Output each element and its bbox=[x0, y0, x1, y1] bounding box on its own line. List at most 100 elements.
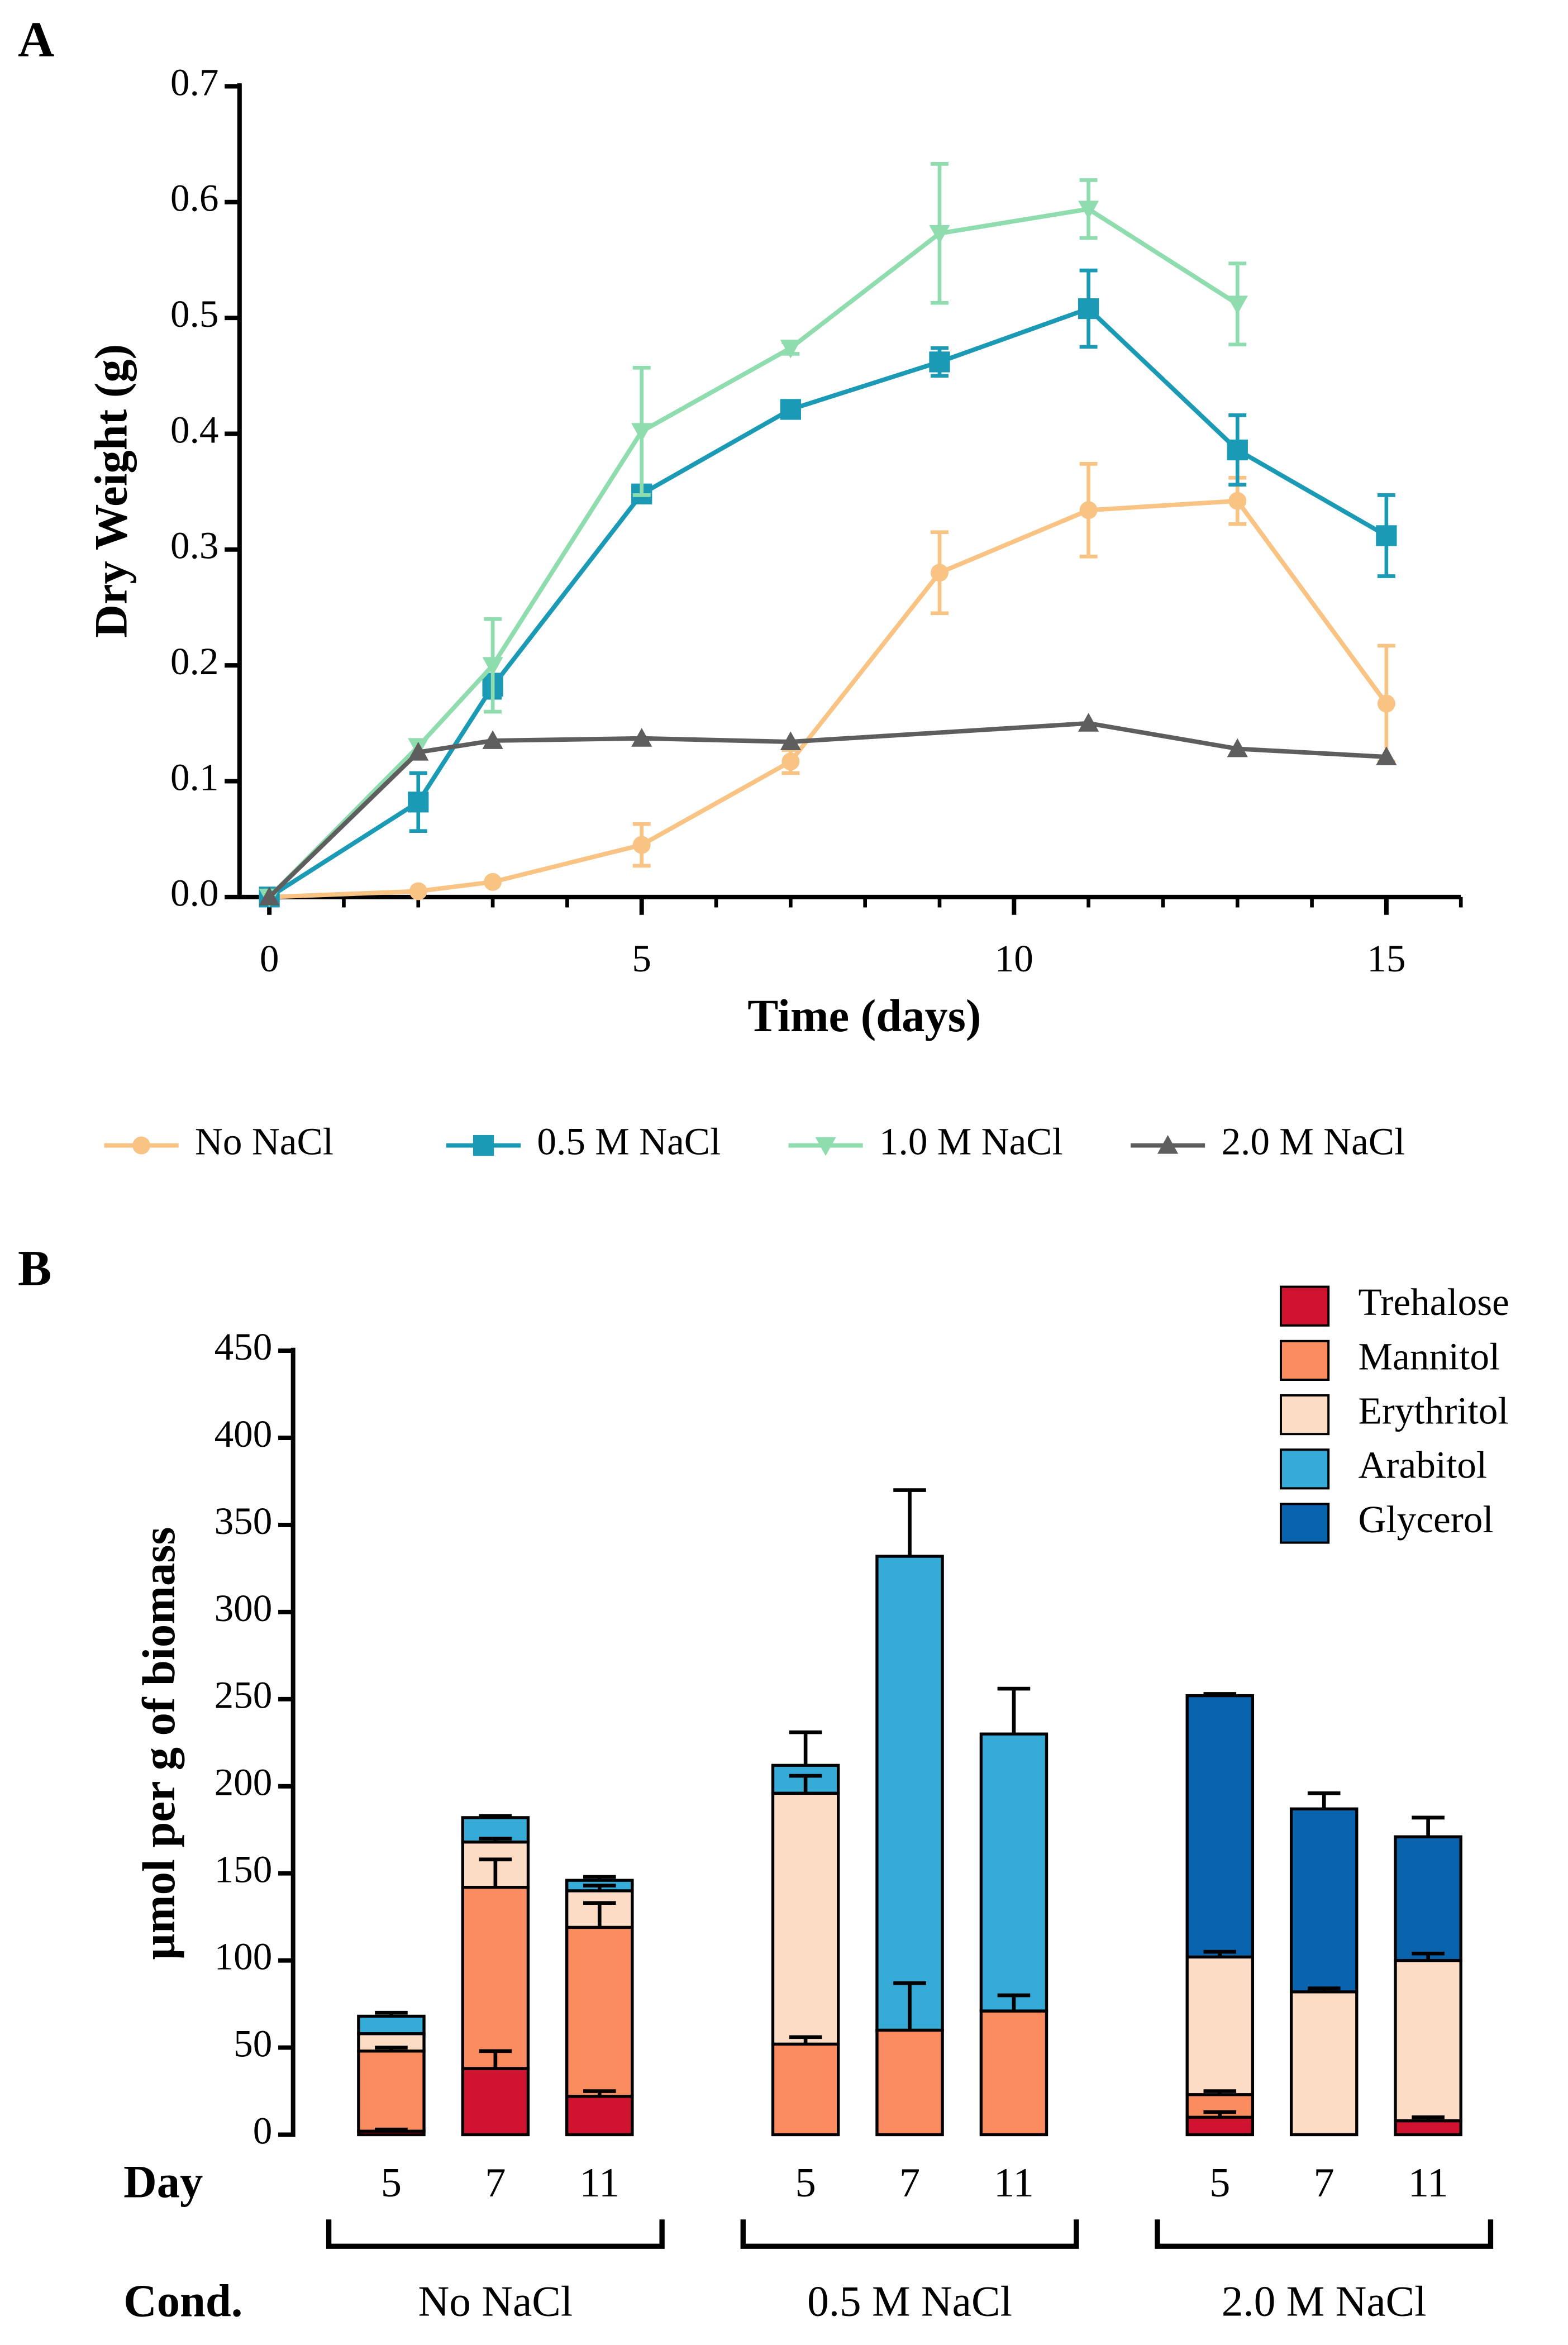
error-bar bbox=[583, 1884, 616, 1891]
error-bar bbox=[375, 2046, 408, 2051]
marker bbox=[780, 340, 801, 359]
group-bracket bbox=[740, 2219, 1079, 2249]
marker bbox=[631, 423, 652, 442]
bar-segment bbox=[461, 2067, 530, 2137]
x-tick-label: 0 bbox=[260, 937, 279, 980]
day-label: 5 bbox=[381, 2160, 402, 2206]
y-tick-label: 50 bbox=[233, 2022, 272, 2065]
y-tick-label: 400 bbox=[215, 1412, 273, 1455]
marker bbox=[929, 351, 950, 373]
bar-segment bbox=[1185, 2115, 1255, 2137]
series-line bbox=[268, 306, 1388, 899]
bar-segment bbox=[771, 1791, 840, 2046]
error-bar bbox=[1307, 1986, 1341, 1992]
legend-swatch bbox=[1279, 1448, 1330, 1490]
y-tick-label: 0.2 bbox=[170, 640, 219, 683]
error-bar bbox=[1412, 2115, 1445, 2121]
group-label: No NaCl bbox=[418, 2277, 573, 2325]
marker bbox=[482, 657, 503, 676]
error-bar bbox=[997, 1993, 1031, 2012]
bar-segment bbox=[1394, 1958, 1462, 2123]
marker bbox=[408, 742, 429, 761]
day-label: 11 bbox=[579, 2160, 619, 2206]
y-tick-label: 450 bbox=[215, 1325, 273, 1368]
marker bbox=[780, 731, 801, 750]
error-bar bbox=[1203, 1692, 1237, 1696]
bar-segment bbox=[875, 2028, 944, 2137]
error-bar bbox=[375, 2010, 408, 2017]
error-bar bbox=[1307, 1791, 1341, 1809]
error-bar bbox=[789, 2035, 822, 2044]
y-tick-label: 100 bbox=[215, 1935, 273, 1978]
error-bar bbox=[1203, 1950, 1237, 1957]
legend-label: No NaCl bbox=[195, 1119, 333, 1162]
marker bbox=[1227, 295, 1248, 314]
y-tick-label: 0.5 bbox=[170, 292, 219, 335]
day-label: 11 bbox=[994, 2160, 1034, 2206]
bar-segment bbox=[1289, 1990, 1359, 2137]
bar-segment bbox=[1185, 1955, 1255, 2096]
error-bar bbox=[893, 1981, 926, 2031]
legend-marker bbox=[1157, 1135, 1179, 1154]
marker bbox=[1079, 501, 1098, 519]
marker bbox=[1078, 201, 1099, 220]
bar-segment bbox=[565, 2095, 634, 2137]
marker bbox=[632, 836, 651, 854]
bar-segment bbox=[771, 2042, 840, 2137]
legend-swatch bbox=[1279, 1340, 1330, 1381]
legend-label: 2.0 M NaCl bbox=[1221, 1119, 1405, 1162]
bar-segment bbox=[1394, 2119, 1462, 2137]
bar-segment bbox=[1289, 1807, 1359, 1994]
marker bbox=[1227, 439, 1248, 461]
marker bbox=[408, 792, 429, 813]
day-label: 5 bbox=[795, 2160, 816, 2206]
series-line bbox=[269, 498, 1389, 899]
bar-segment bbox=[357, 2050, 426, 2133]
bar-segment bbox=[979, 1732, 1048, 2013]
series-line bbox=[268, 721, 1387, 899]
error-bar bbox=[479, 1814, 512, 1818]
y-tick-label: 0 bbox=[253, 2109, 273, 2152]
bar-segment bbox=[565, 1925, 634, 2098]
marker bbox=[631, 728, 652, 747]
error-bar bbox=[583, 1875, 616, 1881]
y-tick-label: 350 bbox=[215, 1499, 273, 1542]
legend-label: Arabitol bbox=[1358, 1443, 1487, 1486]
error-bar bbox=[789, 1730, 822, 1766]
marker bbox=[781, 752, 800, 771]
y-tick-label: 0.7 bbox=[170, 60, 219, 103]
group-label: 2.0 M NaCl bbox=[1222, 2277, 1427, 2325]
bar-segment bbox=[461, 1885, 530, 2070]
group-bracket bbox=[326, 2219, 665, 2249]
y-axis-title: Dry Weight (g) bbox=[85, 344, 137, 638]
error-bar bbox=[583, 2089, 616, 2096]
error-bar bbox=[1412, 1815, 1445, 1837]
marker bbox=[1377, 694, 1395, 713]
y-tick-label: 0.6 bbox=[170, 177, 219, 220]
error-bar bbox=[997, 1686, 1031, 1734]
marker bbox=[484, 873, 502, 891]
legend-swatch bbox=[1279, 1285, 1330, 1327]
error-bar bbox=[479, 1836, 512, 1842]
day-label: 11 bbox=[1408, 2160, 1448, 2206]
day-label: 7 bbox=[1314, 2160, 1335, 2206]
error-bar bbox=[375, 2127, 408, 2132]
y-tick-label: 300 bbox=[215, 1586, 273, 1629]
bar-segment bbox=[1394, 1835, 1462, 1962]
cond-label: Cond. bbox=[123, 2275, 242, 2327]
day-label: 7 bbox=[485, 2160, 506, 2206]
y-tick-label: 0.1 bbox=[170, 755, 219, 798]
error-bar bbox=[1203, 2089, 1237, 2095]
y-tick-label: 200 bbox=[215, 1761, 273, 1804]
marker bbox=[929, 225, 950, 244]
group-bracket bbox=[1155, 2219, 1494, 2249]
marker bbox=[259, 886, 280, 905]
x-axis-title: Time (days) bbox=[747, 990, 981, 1041]
legend-label: Erythritol bbox=[1358, 1389, 1508, 1432]
legend-swatch bbox=[1279, 1394, 1330, 1436]
bar-segment bbox=[979, 2009, 1048, 2137]
legend-marker bbox=[132, 1136, 151, 1155]
group-label: 0.5 M NaCl bbox=[807, 2277, 1012, 2325]
